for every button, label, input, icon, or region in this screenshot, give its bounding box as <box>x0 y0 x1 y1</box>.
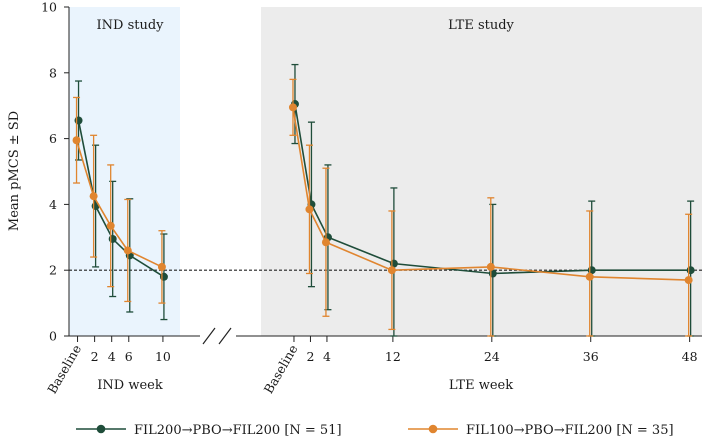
lte-x-axis-title: LTE week <box>449 378 513 393</box>
y-axis-title: Mean pMCS ± SD <box>7 111 22 231</box>
data-point <box>585 272 594 281</box>
y-tick-label: 6 <box>49 131 57 146</box>
x-tick-label: 6 <box>125 349 133 364</box>
data-point <box>159 272 168 281</box>
x-tick-label: 4 <box>108 349 116 364</box>
y-tick-label: 0 <box>49 329 57 344</box>
x-tick-label: 2 <box>91 349 99 364</box>
legend-label-fil200: FIL200→PBO→FIL200 [N = 51] <box>134 423 342 438</box>
legend-label-fil100: FIL100→PBO→FIL200 [N = 35] <box>466 423 674 438</box>
data-point <box>321 238 330 247</box>
y-tick-label: 10 <box>41 0 57 15</box>
data-point <box>288 103 297 112</box>
legend-item-fil200: FIL200→PBO→FIL200 [N = 51] <box>76 423 342 438</box>
x-tick-label: 12 <box>385 349 401 364</box>
data-point <box>72 136 81 145</box>
ind-panel-title: IND study <box>97 18 165 33</box>
data-point <box>89 192 98 201</box>
x-tick-label: 36 <box>583 349 599 364</box>
x-tick-label: 10 <box>155 349 171 364</box>
series-fil100 <box>72 78 693 337</box>
data-point <box>74 116 83 125</box>
legend-marker-fil100 <box>428 424 438 434</box>
x-tick-label: 4 <box>323 349 331 364</box>
data-point <box>108 234 117 243</box>
lte-study-background <box>261 7 702 336</box>
data-point <box>305 205 314 214</box>
axis-break-mark-right <box>218 327 232 345</box>
y-tick-label: 4 <box>49 197 57 212</box>
data-point <box>387 266 396 275</box>
axis-break-mark-left <box>202 327 216 345</box>
data-point <box>123 246 132 255</box>
x-tick-label: Baseline <box>261 342 301 396</box>
x-tick-label: 48 <box>682 349 698 364</box>
legend-marker-fil200 <box>96 424 106 434</box>
x-tick-label: Baseline <box>44 342 84 396</box>
data-marks <box>72 63 695 337</box>
data-point <box>684 276 693 285</box>
y-tick-label: 2 <box>49 263 57 278</box>
legend-item-fil100: FIL100→PBO→FIL200 [N = 35] <box>408 423 674 438</box>
data-point <box>486 262 495 271</box>
y-tick-label: 8 <box>49 65 57 80</box>
data-point <box>157 262 166 271</box>
x-tick-label: 24 <box>484 349 500 364</box>
x-tick-label: 2 <box>306 349 314 364</box>
data-point <box>686 266 695 275</box>
ind-x-axis-title: IND week <box>97 378 163 393</box>
legend: FIL200→PBO→FIL200 [N = 51] FIL100→PBO→FI… <box>76 423 674 438</box>
lte-panel-title: LTE study <box>448 18 514 33</box>
data-point <box>106 221 115 230</box>
